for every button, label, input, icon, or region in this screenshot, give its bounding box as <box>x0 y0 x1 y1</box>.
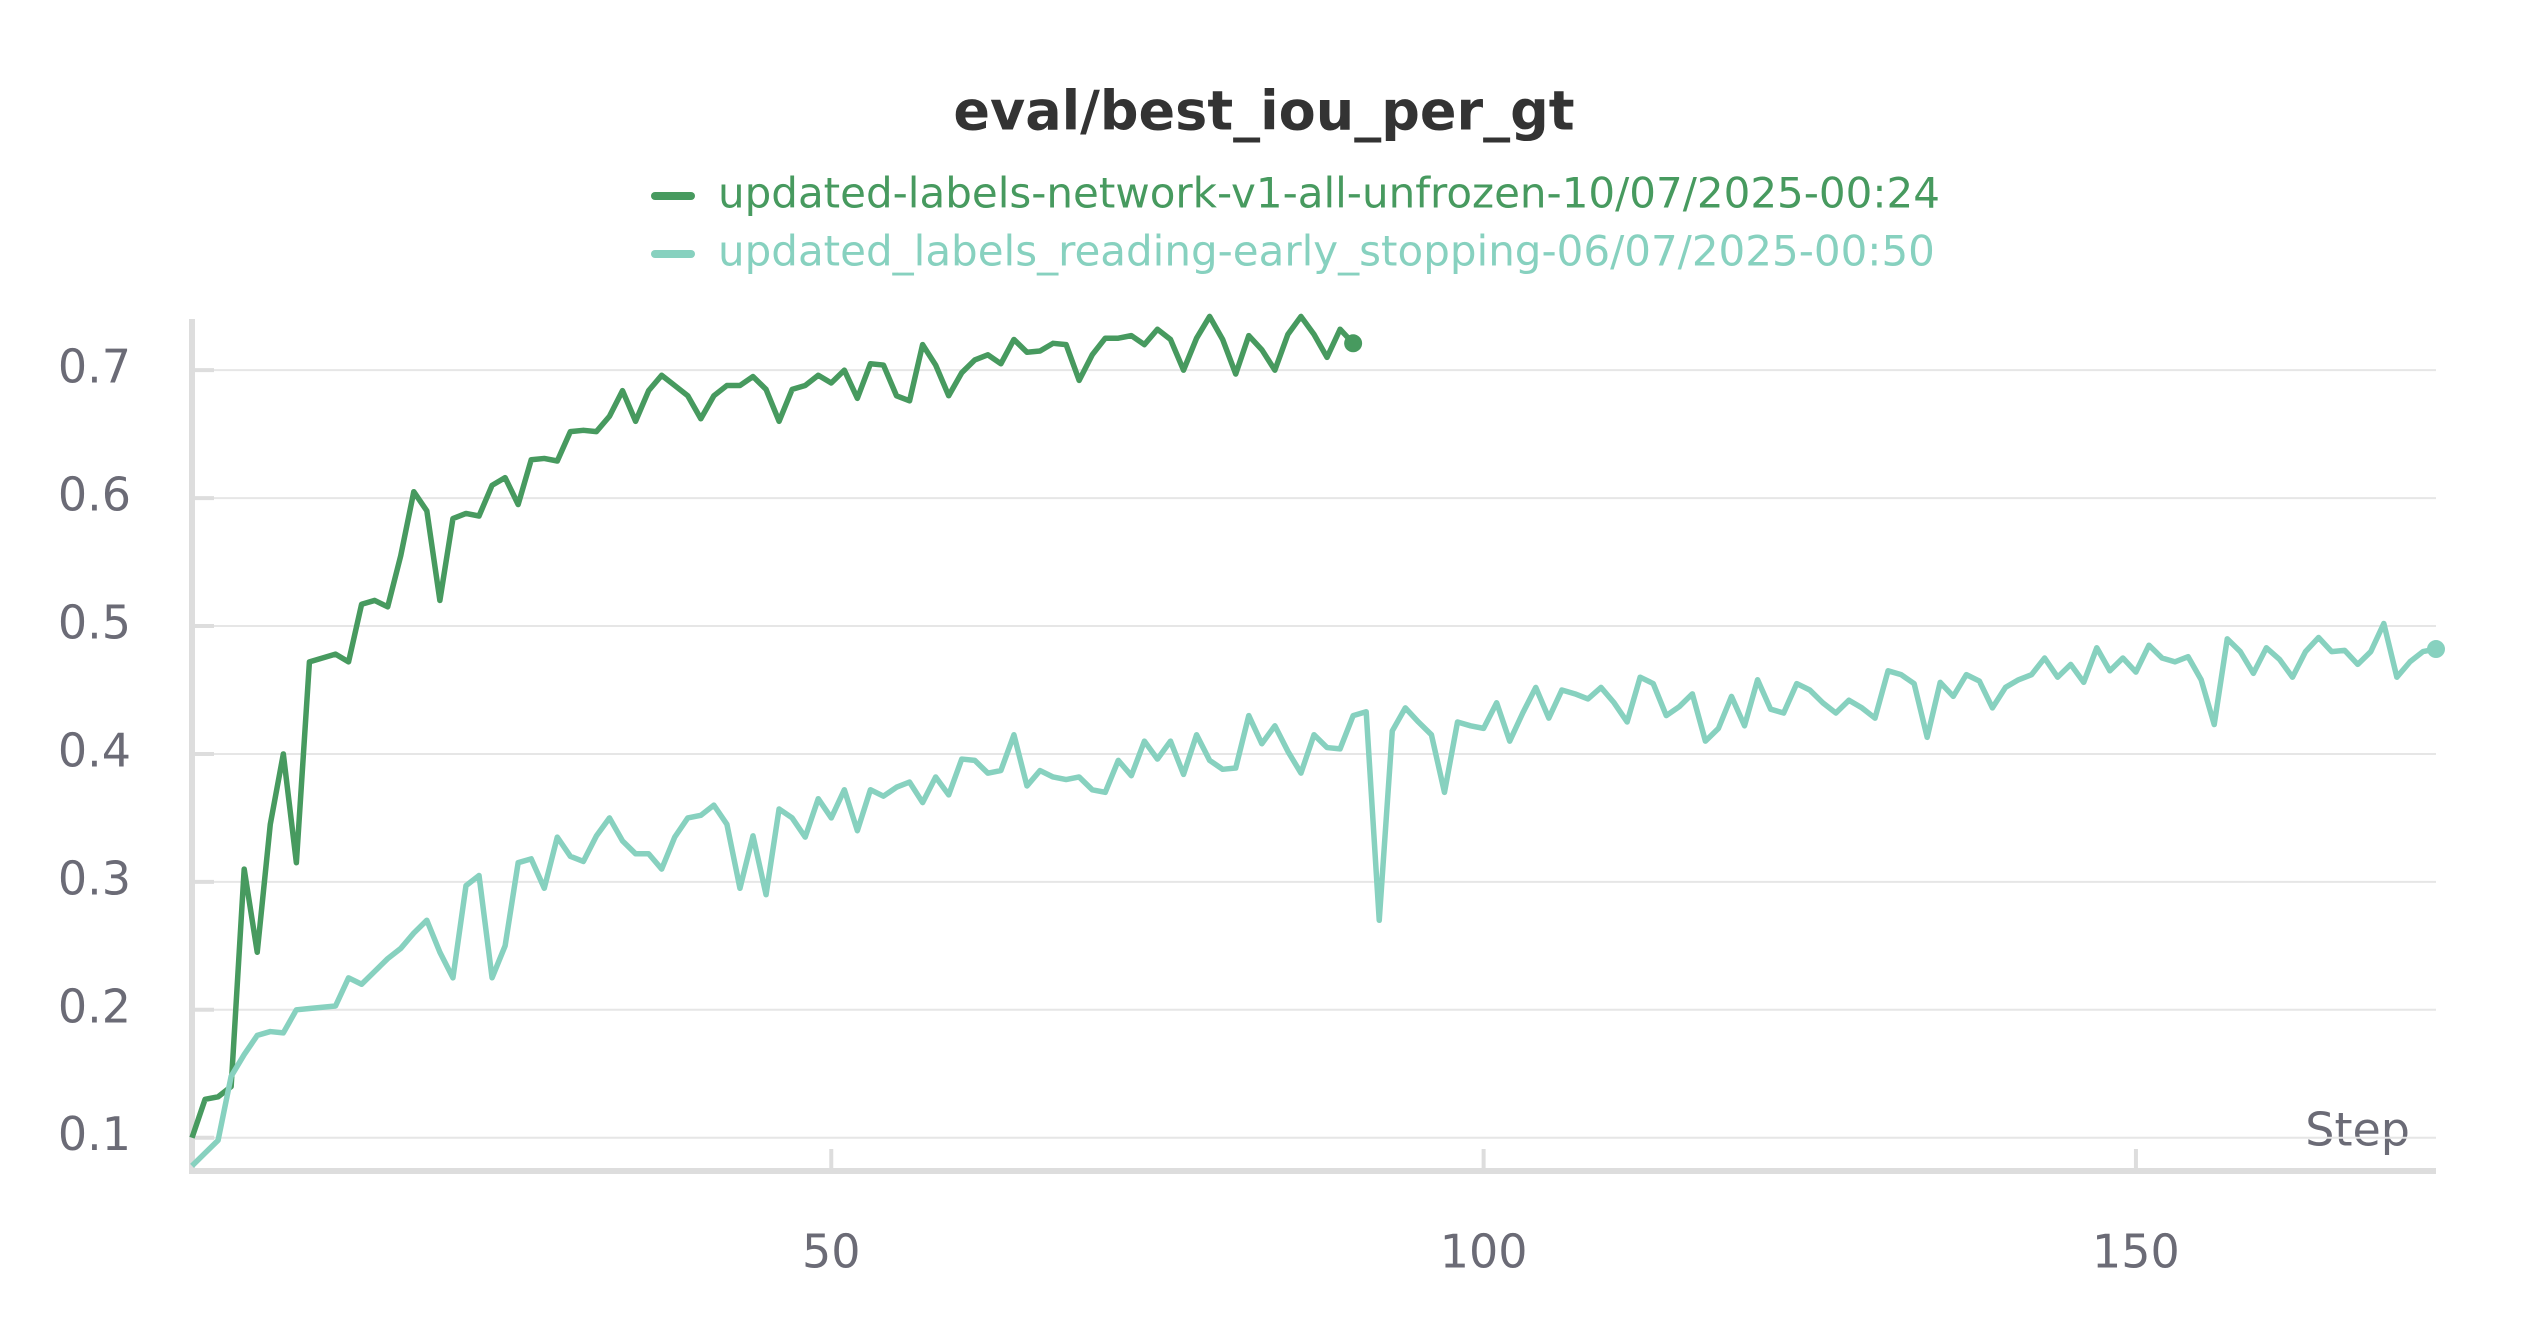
series-line <box>190 620 2437 1168</box>
y-tick-label: 0.1 <box>58 1107 131 1161</box>
x-axis-label: Step <box>2305 1103 2410 1157</box>
legend-label: updated_labels_reading-early_stopping-06… <box>718 227 1935 276</box>
y-tick-label: 0.3 <box>58 851 131 905</box>
x-tick-label: 50 <box>802 1225 861 1279</box>
end-point <box>1344 334 1363 353</box>
legend-label: updated-labels-network-v1-all-unfrozen-1… <box>718 169 1940 218</box>
x-tick-label: 100 <box>1440 1225 1528 1279</box>
end-point <box>2427 640 2445 659</box>
chart-title: eval/best_iou_per_gt <box>953 80 1574 143</box>
y-tick-label: 0.7 <box>58 340 131 394</box>
y-tick-label: 0.4 <box>58 723 131 777</box>
y-tick-label: 0.2 <box>58 979 131 1033</box>
y-tick-label: 0.5 <box>58 596 131 650</box>
series-line <box>189 313 1356 1139</box>
y-tick-label: 0.6 <box>58 468 131 522</box>
x-tick-label: 150 <box>2092 1225 2180 1279</box>
